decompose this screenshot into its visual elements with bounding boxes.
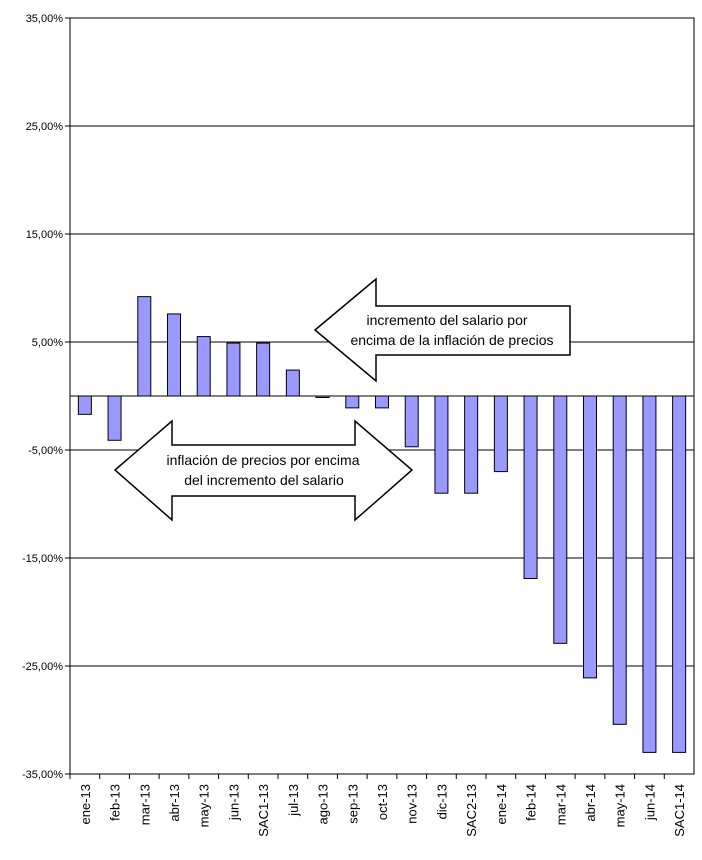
- bar: [77, 395, 92, 415]
- annotation-2-line-2: del incremento del salario: [184, 472, 344, 488]
- x-tick-label: ago-13: [316, 784, 331, 824]
- bar: [375, 395, 389, 409]
- x-tick-label: mar-14: [553, 784, 568, 825]
- annotation-1-line-2: encima de la inflación de precios: [350, 332, 553, 348]
- plot-area-frame: [69, 17, 695, 775]
- bar: [256, 342, 271, 397]
- x-tick-label: sep-13: [345, 784, 360, 824]
- x-tick-label: jun-14: [642, 784, 657, 821]
- x-tick-label: jul-13: [286, 784, 301, 817]
- bar: [642, 395, 657, 753]
- y-tick-label: 15,00%: [26, 229, 64, 241]
- bar: [345, 395, 360, 409]
- x-tick-label: SAC2-13: [464, 784, 479, 837]
- bar: [226, 342, 241, 397]
- left-arrow-shape: [313, 277, 571, 383]
- bar: [285, 369, 300, 397]
- bar: [167, 313, 181, 397]
- y-tick-label: -25,00%: [22, 661, 63, 673]
- annotation-salary-above-inflation: incremento del salario por encima de la …: [313, 277, 571, 383]
- y-axis-tick-labels: -35,00% -25,00% -15,00% -5,00% 5,00% 15,00% 25…: [22, 13, 63, 781]
- x-tick-label: nov-13: [405, 784, 420, 824]
- bar: [523, 395, 538, 580]
- annotation-2-line-1: inflación de precios por encima: [167, 452, 360, 468]
- bar: [137, 296, 152, 397]
- x-tick-label: abr-14: [583, 784, 598, 822]
- y-tick-label: -15,00%: [22, 553, 63, 565]
- x-tick-label: mar-13: [137, 784, 152, 825]
- x-tick-label: may-13: [197, 784, 212, 827]
- bar: [404, 395, 419, 448]
- bar: [672, 395, 687, 753]
- y-tick-label: 5,00%: [32, 337, 63, 349]
- bar: [612, 395, 627, 725]
- x-tick-label: feb-14: [524, 784, 539, 821]
- x-tick-label: ene-13: [78, 784, 93, 824]
- bar: [434, 395, 449, 494]
- bar: [464, 395, 479, 494]
- y-tick-label: 35,00%: [26, 13, 64, 25]
- y-tick-label: 25,00%: [26, 121, 64, 133]
- x-tick-label: oct-13: [375, 784, 390, 820]
- y-tick-label: -35,00%: [22, 769, 63, 781]
- bar: [583, 395, 597, 679]
- annotation-1-line-1: incremento del salario por: [366, 312, 527, 328]
- bar: [107, 395, 122, 441]
- x-tick-label: abr-13: [167, 784, 182, 822]
- x-tick-label: SAC1-14: [672, 784, 687, 837]
- double-arrow-shape: [113, 419, 414, 522]
- x-tick-label: may-14: [613, 784, 628, 827]
- bar: [553, 395, 568, 644]
- x-tick-label: jun-13: [226, 784, 241, 821]
- x-tick-label: SAC1-13: [256, 784, 271, 837]
- x-axis-tick-labels: ene-13 feb-13 mar-13 abr-13 may-13 jun-13 SAC1…: [69, 774, 687, 837]
- annotation-inflation-above-salary: inflación de precios por encima del incr…: [113, 419, 414, 522]
- bars: [77, 296, 687, 753]
- x-tick-label: feb-13: [108, 784, 123, 821]
- bar: [493, 395, 508, 473]
- x-tick-label: dic-13: [434, 784, 449, 819]
- x-tick-label: ene-14: [494, 784, 509, 824]
- bar: [196, 336, 211, 397]
- y-tick-label: -5,00%: [28, 445, 63, 457]
